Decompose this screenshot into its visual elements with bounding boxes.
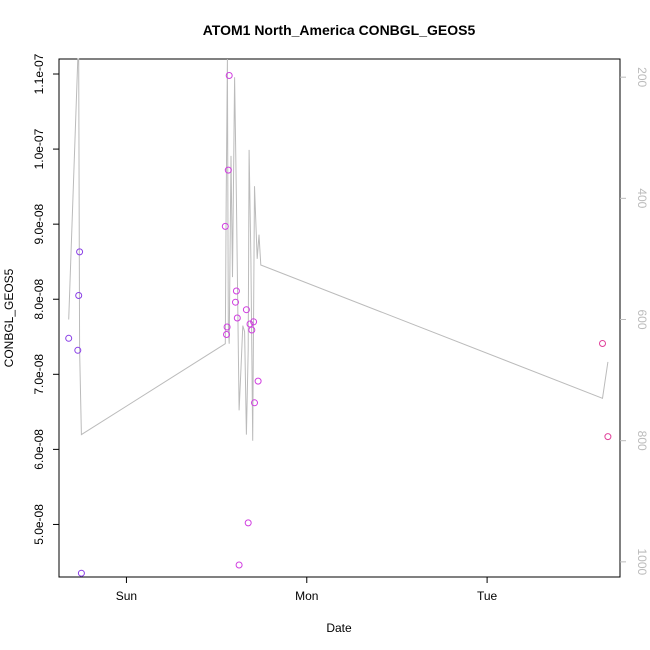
data-point-9 — [225, 72, 233, 79]
x-tick-label-0: Sun — [116, 589, 137, 603]
y2-axis: 200 400 600 800 1000 — [620, 67, 649, 576]
level-line — [68, 58, 609, 441]
y2-tick-label-1: 400 — [635, 188, 649, 208]
x-axis-label: Date — [326, 621, 352, 635]
data-point-17 — [248, 326, 256, 334]
plot-frame — [58, 58, 621, 578]
data-point-21 — [599, 340, 606, 347]
data-point-15 — [244, 519, 252, 527]
y-tick-label-5: 1.0e-07 — [32, 128, 46, 169]
y-tick-label-6: 1.1e-07 — [32, 53, 46, 94]
data-point-19 — [251, 399, 258, 407]
data-point-6 — [223, 331, 230, 338]
y-tick-label-3: 8.0e-08 — [32, 279, 46, 320]
data-point-5 — [221, 222, 229, 230]
data-point-4 — [77, 569, 85, 577]
data-point-10 — [232, 298, 239, 306]
data-point-22 — [604, 433, 612, 441]
data-point-18 — [250, 318, 258, 326]
data-point-7 — [223, 323, 231, 331]
data-point-12 — [233, 314, 241, 322]
y2-tick-label-3: 800 — [635, 431, 649, 451]
points-layer — [65, 72, 612, 577]
data-point-1 — [74, 346, 82, 354]
x-tick-label-2: Tue — [477, 589, 498, 603]
y2-tick-label-2: 600 — [635, 309, 649, 329]
x-tick-label-1: Mon — [295, 589, 318, 603]
y-tick-label-1: 6.0e-08 — [32, 429, 46, 470]
chart-title: ATOM1 North_America CONBGL_GEOS5 — [203, 22, 476, 38]
y2-tick-label-4: 1000 — [635, 549, 649, 576]
y-tick-label-4: 9.0e-08 — [32, 203, 46, 244]
y-tick-label-0: 5.0e-08 — [32, 504, 46, 545]
data-point-11 — [232, 287, 240, 295]
y-tick-label-2: 7.0e-08 — [32, 354, 46, 395]
data-point-2 — [75, 292, 83, 299]
y-axis-label: CONBGL_GEOS5 — [2, 268, 16, 367]
level-line-layer — [68, 58, 609, 441]
data-point-14 — [242, 306, 250, 314]
data-point-13 — [235, 561, 243, 569]
data-point-8 — [224, 166, 232, 174]
data-point-20 — [254, 377, 262, 385]
data-point-3 — [76, 248, 84, 256]
x-axis: Sun Mon Tue — [116, 577, 498, 603]
y2-tick-label-0: 200 — [635, 67, 649, 87]
data-point-0 — [65, 334, 73, 342]
y-axis: 5.0e-08 6.0e-08 7.0e-08 8.0e-08 9.0e-08 1.0e-… — [32, 53, 59, 545]
